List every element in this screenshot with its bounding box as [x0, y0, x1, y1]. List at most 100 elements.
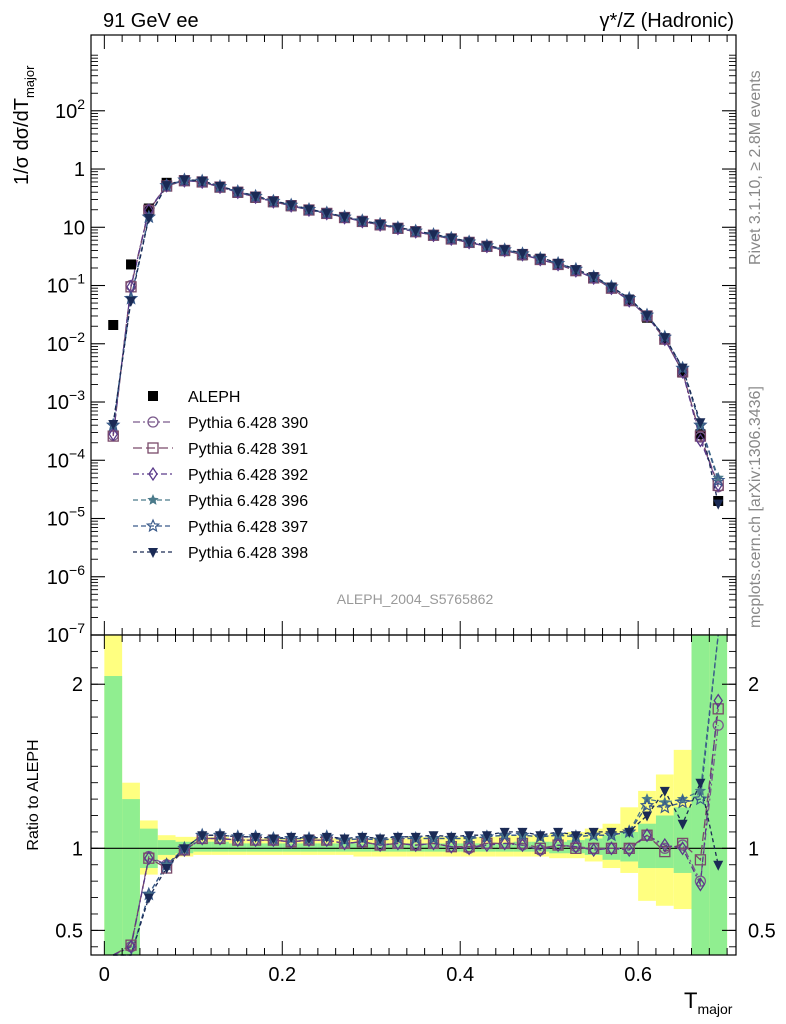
main-point-p398	[659, 333, 670, 344]
main-point-p398	[535, 253, 546, 264]
main-point-p398	[375, 219, 386, 230]
ratio-point-p398	[179, 844, 190, 855]
uncertainty-band-inner	[442, 843, 461, 852]
main-point-p398	[268, 196, 279, 207]
main-y-tick-label: 10−3	[47, 387, 85, 414]
ratio-point-p398	[375, 834, 386, 845]
ratio-point-p397	[586, 827, 601, 842]
ratio-point-p398	[161, 864, 172, 875]
uncertainty-band-inner	[264, 843, 283, 852]
main-point-p398	[126, 296, 137, 307]
main-point-p398	[624, 294, 635, 305]
ratio-point-p392	[695, 877, 706, 892]
ratio-point-p398	[446, 832, 457, 843]
header-right: γ*/Z (Hadronic)	[600, 10, 734, 32]
ratio-point-p398	[499, 827, 510, 838]
main-y-tick-label: 10−5	[47, 504, 85, 531]
legend-marker-p398	[148, 548, 158, 558]
ratio-point-p392	[499, 836, 510, 851]
main-point-p398	[428, 230, 439, 241]
ratio-point-p391	[712, 703, 724, 715]
main-y-axis-label: 1/σ dσ/dTmajor	[11, 65, 37, 185]
ratio-point-p396	[694, 784, 707, 796]
main-point-p398	[232, 187, 243, 198]
ratio-point-p392	[642, 828, 652, 843]
ratio-point-p392	[535, 842, 546, 858]
main-y-tick-base: 10	[47, 625, 69, 647]
uncertainty-band-inner	[406, 843, 425, 852]
uncertainty-band-inner	[549, 841, 567, 854]
ratio-y-tick-label-right: 0.5	[748, 920, 776, 942]
ratio-point-p398	[659, 786, 670, 797]
main-point-p398	[108, 419, 119, 430]
main-y-tick-exponent: −2	[69, 329, 85, 345]
uncertainty-band-inner	[193, 841, 212, 852]
main-y-tick-base: 10	[47, 276, 69, 298]
main-point-p398	[197, 176, 208, 187]
ratio-point-p398	[410, 832, 421, 843]
main-y-tick-base: 1	[74, 159, 85, 181]
uncertainty-band-inner	[335, 843, 354, 852]
ratio-plot-content	[91, 634, 736, 956]
main-y-tick-exponent: −7	[69, 620, 85, 636]
ratio-point-p398	[392, 832, 403, 843]
ratio-point-p392	[588, 842, 599, 858]
uncertainty-band-inner	[495, 843, 514, 852]
x-tick-label: 0	[99, 964, 110, 986]
legend-label-p396: Pythia 6.428 396	[188, 493, 308, 510]
ratio-point-p398	[232, 832, 243, 843]
ratio-point-p397	[550, 827, 566, 842]
main-point-p398	[553, 258, 564, 269]
main-point-p391	[694, 430, 707, 442]
main-point-p398	[464, 237, 475, 248]
ratio-point-p392	[571, 839, 581, 854]
ratio-point-p398	[642, 811, 653, 822]
main-y-tick-base: 10	[63, 217, 85, 239]
main-point-p396	[712, 471, 724, 483]
uncertainty-band-inner	[104, 676, 123, 955]
ratio-point-p398	[481, 831, 492, 842]
ratio-point-p397	[657, 799, 672, 814]
legend-label-p391: Pythia 6.428 391	[188, 441, 308, 458]
ratio-series-line-p396	[113, 634, 719, 956]
ratio-point-p392	[126, 939, 136, 954]
ratio-point-p392	[464, 841, 474, 856]
main-y-tick-label: 102	[55, 96, 85, 123]
main-y-tick-label: 10	[63, 217, 85, 239]
main-point-p398	[321, 208, 332, 219]
main-y-tick-label: 10−1	[47, 271, 85, 298]
data-point-aleph	[126, 259, 137, 270]
ratio-point-p398	[606, 827, 617, 838]
ratio-point-p392	[677, 841, 688, 856]
x-tick-label: 0.2	[268, 964, 296, 986]
ratio-point-p398	[713, 860, 724, 871]
ratio-plot-panel: 0.5 0.5 1 1 2 2 0 0.2 0.4 0.6 Ratio to ALEPH Tma…	[25, 634, 776, 1017]
uncertainty-band-inner	[460, 843, 478, 852]
legend: ALEPH Pythia 6.428 390 Pythia 6.428 391 Pyt…	[133, 389, 308, 562]
main-point-p398	[570, 265, 581, 276]
main-plot-content	[105, 172, 726, 510]
main-y-tick-label: 1	[74, 159, 85, 181]
main-y-tick-exponent: −1	[69, 271, 85, 287]
ratio-y-tick-label-right: 2	[748, 674, 759, 696]
main-point-p398	[286, 200, 297, 211]
main-point-p398	[606, 282, 617, 293]
uncertainty-band-inner	[389, 843, 407, 852]
main-point-p398	[588, 272, 599, 283]
rivet-label: Rivet 3.1.10, ≥ 2.8M events	[747, 70, 764, 265]
legend-marker-p390	[147, 416, 159, 428]
legend-marker-aleph	[148, 391, 158, 401]
analysis-tag: ALEPH_2004_S5765862	[337, 591, 494, 607]
ratio-point-p398	[428, 831, 439, 842]
legend-marker-p397	[145, 518, 161, 533]
main-y-tick-exponent: −5	[69, 504, 85, 520]
legend-label-p397: Pythia 6.428 397	[188, 519, 308, 536]
main-point-p398	[499, 245, 510, 256]
legend-label-p390: Pythia 6.428 390	[188, 415, 308, 432]
main-point-p398	[250, 191, 261, 202]
ratio-point-p392	[606, 841, 617, 856]
main-y-tick-exponent: −6	[69, 562, 85, 578]
main-y-tick-base: 10	[47, 509, 69, 531]
uncertainty-band-inner	[122, 799, 140, 955]
